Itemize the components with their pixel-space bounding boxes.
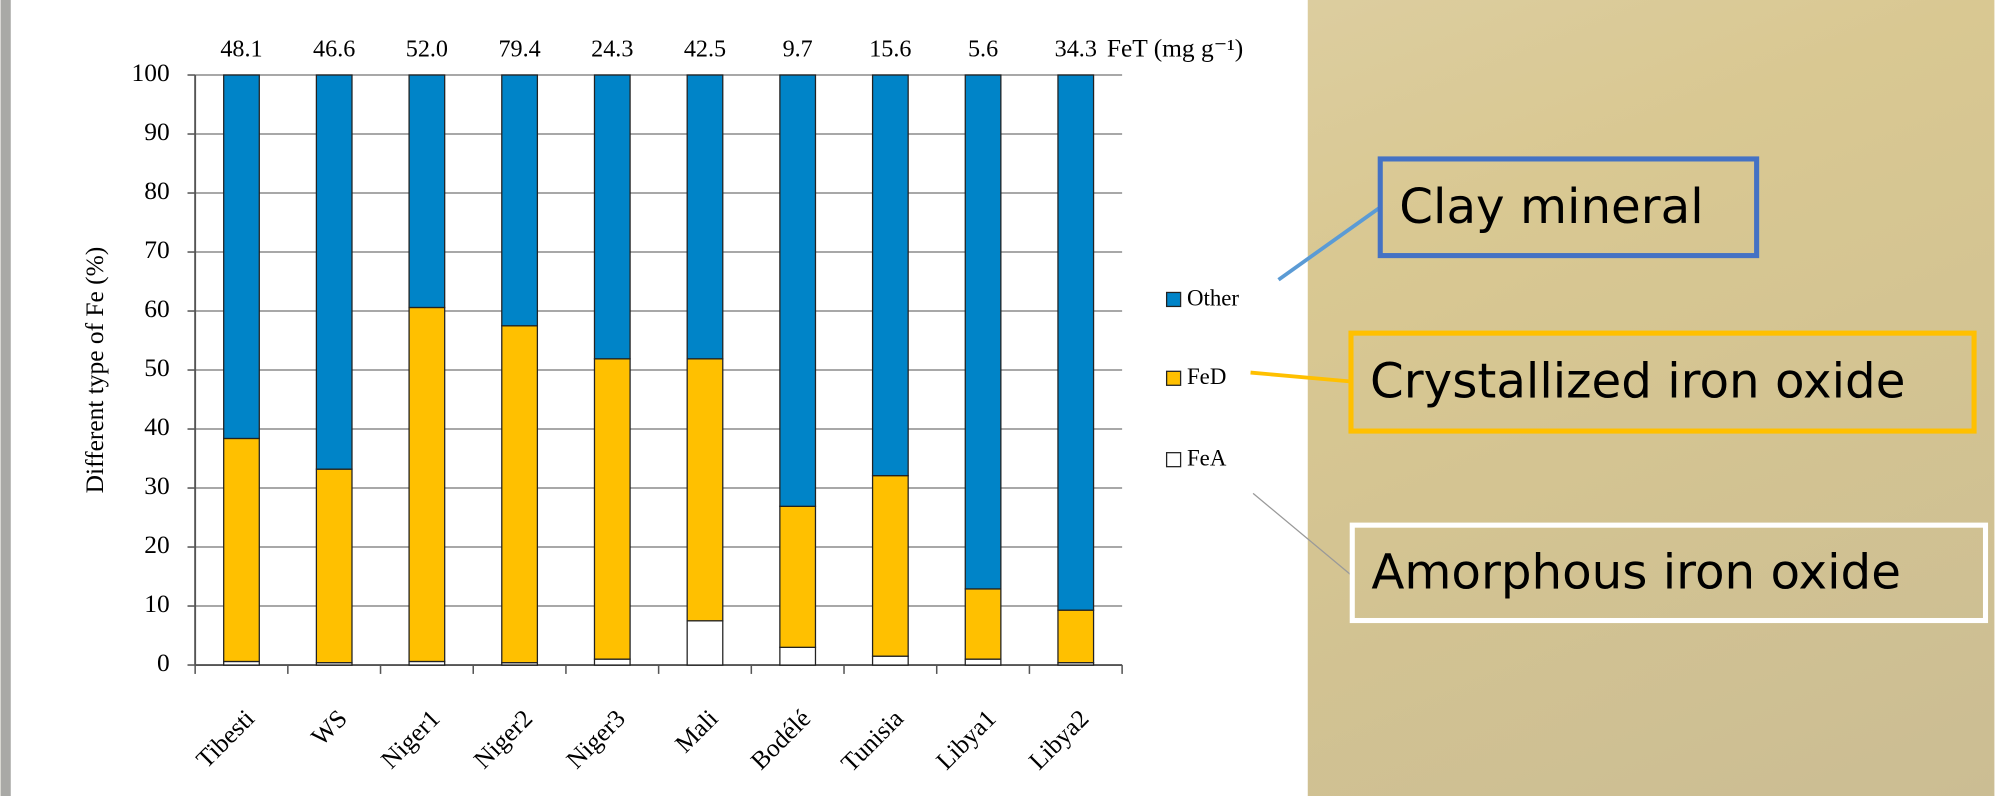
fet-label: 24.3: [591, 35, 633, 62]
bar-segment: [223, 74, 260, 440]
callout-connector: [1252, 492, 1353, 577]
callout-text: Crystallized iron oxide: [1370, 354, 1905, 410]
bar-segment: [501, 74, 539, 327]
bar-segment: [779, 505, 817, 648]
y-tick-label: 90: [144, 117, 169, 146]
fet-title: FeT (mg g⁻¹): [1107, 34, 1243, 63]
fet-label: 9.7: [783, 35, 813, 62]
y-axis-title: Different type of Fe (%): [80, 247, 109, 494]
y-tick-label: 0: [157, 648, 170, 677]
bar-segment: [779, 646, 817, 666]
y-tick-label: 30: [144, 471, 169, 500]
fet-label: 34.3: [1055, 35, 1097, 62]
chart-panel: [10, 0, 1308, 796]
bar-segment: [408, 306, 446, 663]
fet-label: 52.0: [406, 35, 448, 62]
bar-segment: [779, 74, 817, 507]
bar-segment: [686, 620, 724, 666]
y-tick-label: 40: [144, 412, 169, 441]
bar-segment: [871, 475, 909, 657]
y-tick-label: 60: [144, 294, 169, 323]
bar-segment: [686, 74, 724, 360]
bar-segment: [315, 468, 353, 664]
legend-label: FeD: [1187, 364, 1226, 389]
fet-label: 46.6: [313, 35, 355, 62]
callout-box: [1349, 522, 1989, 624]
bar-segment: [871, 655, 909, 666]
bar-segment: [871, 74, 909, 477]
y-tick-label: 10: [144, 589, 169, 618]
fet-label: 5.6: [968, 35, 998, 62]
bar-segment: [964, 658, 1002, 666]
callout-connector: [1277, 205, 1382, 282]
callout-box: [1377, 156, 1760, 259]
bar-segment: [593, 358, 631, 660]
bar-segment: [223, 437, 260, 663]
legend-label: FeA: [1187, 446, 1227, 471]
bar-segment: [686, 358, 724, 622]
y-tick-label: 50: [144, 353, 169, 382]
y-tick-label: 100: [132, 58, 170, 87]
bar-segment: [408, 74, 446, 309]
bar-segment: [501, 325, 539, 664]
fet-label: 48.1: [220, 35, 262, 62]
bar-segment: [964, 74, 1002, 590]
bar-segment: [1057, 609, 1095, 664]
bar-segment: [315, 74, 353, 470]
legend-swatch: [1165, 291, 1182, 308]
y-tick-label: 80: [144, 176, 169, 205]
callout-connector: [1250, 370, 1352, 384]
fet-label: 42.5: [684, 35, 726, 62]
fet-label: 15.6: [869, 35, 911, 62]
bar-segment: [593, 658, 631, 666]
y-tick-label: 20: [144, 530, 169, 559]
fet-label: 79.4: [498, 35, 540, 62]
bar-segment: [964, 588, 1002, 660]
edge: [0, 0, 14, 796]
callout-box: [1348, 330, 1977, 434]
callout-text: Clay mineral: [1399, 179, 1703, 235]
y-tick-label: 70: [144, 235, 169, 264]
legend-label: Other: [1187, 285, 1239, 310]
bar-segment: [1057, 74, 1095, 611]
callout-text: Amorphous iron oxide: [1371, 544, 1901, 600]
legend-swatch: [1165, 370, 1182, 386]
bar-segment: [593, 74, 631, 360]
legend-swatch: [1165, 452, 1182, 468]
